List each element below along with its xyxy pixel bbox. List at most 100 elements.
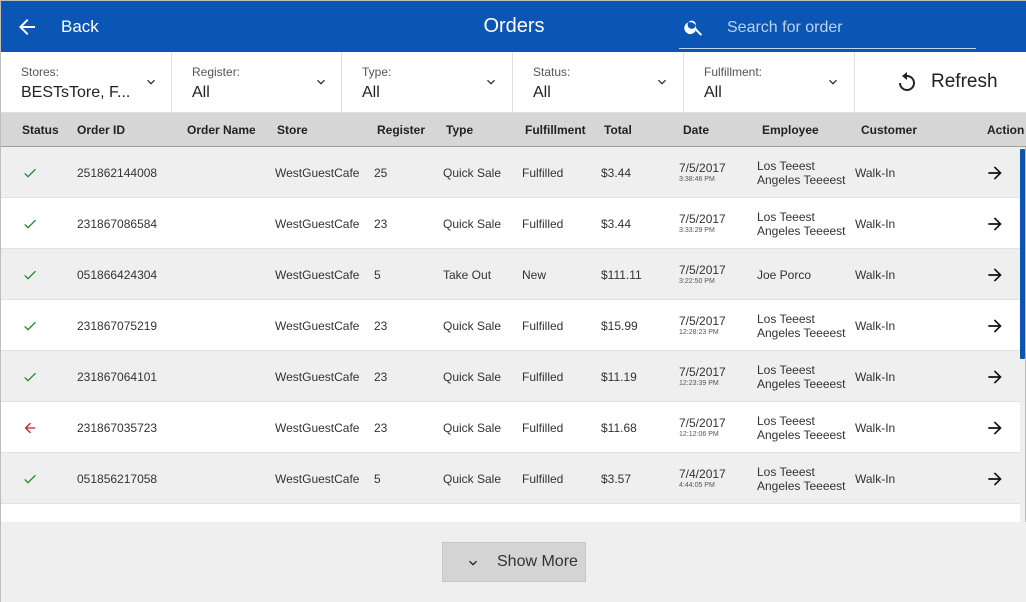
column-header-customer[interactable]: Customer: [861, 123, 918, 137]
table-row[interactable]: 231867035723 WestGuestCafe 23 Quick Sale Ful…: [1, 402, 1021, 453]
arrow-right-icon[interactable]: [985, 418, 1005, 438]
table-row[interactable]: 231867064101 WestGuestCafe 23 Quick Sale Ful…: [1, 351, 1021, 402]
type-filter[interactable]: Type: All: [342, 52, 513, 113]
table-row[interactable]: 231867075219 WestGuestCafe 23 Quick Sale Ful…: [1, 300, 1021, 351]
employee-name-line: Los Teeest: [757, 159, 815, 173]
cell-date: 7/5/2017 12:12:06 PM: [679, 416, 726, 438]
chevron-down-icon: [317, 79, 325, 85]
column-header-action[interactable]: Action: [987, 123, 1025, 137]
cell-store: WestGuestCafe: [275, 370, 360, 384]
cell-fulfillment: Fulfilled: [522, 166, 564, 180]
chevron-down-icon: [658, 79, 666, 85]
search-icon: [684, 20, 703, 36]
cell-order-id: 231867064101: [77, 370, 158, 384]
arrow-right-icon[interactable]: [985, 265, 1005, 285]
table-row[interactable]: 251862144008 WestGuestCafe 25 Quick Sale Ful…: [1, 147, 1021, 198]
cell-total: $111.11: [601, 268, 642, 282]
table-header: Status Order ID Order Name Store Registe…: [1, 113, 1026, 147]
filter-value: All: [192, 84, 210, 101]
cell-fulfillment: Fulfilled: [522, 217, 564, 231]
search-input[interactable]: [727, 15, 967, 41]
cell-store: WestGuestCafe: [275, 166, 360, 180]
cell-total: $3.44: [601, 217, 632, 231]
filter-value: All: [704, 84, 722, 101]
status-filter[interactable]: Status: All: [513, 52, 684, 113]
check-icon: [24, 474, 36, 484]
check-icon: [24, 168, 36, 178]
employee-name-line: Angeles Teeeest: [757, 326, 846, 340]
cell-total: $11.68: [601, 421, 637, 435]
show-more-button[interactable]: Show More: [442, 542, 586, 582]
column-header-total[interactable]: Total: [604, 123, 632, 137]
order-date: 7/5/2017: [679, 314, 726, 328]
column-header-order-id[interactable]: Order ID: [77, 123, 126, 137]
cell-type: Quick Sale: [443, 319, 502, 333]
back-button[interactable]: Back: [15, 11, 99, 43]
employee-name-line: Angeles Teeeest: [757, 377, 846, 391]
cell-employee: Los Teeest Angeles Teeeest: [757, 312, 846, 340]
column-header-employee[interactable]: Employee: [762, 123, 819, 137]
table-row[interactable]: 051866424304 WestGuestCafe 5 Take Out New $11…: [1, 249, 1021, 300]
cell-employee: Los Teeest Angeles Teeeest: [757, 414, 846, 442]
table-row[interactable]: 051856217058 WestGuestCafe 5 Quick Sale Fulf…: [1, 453, 1021, 504]
cell-register: 5: [374, 268, 381, 282]
cell-total: $3.44: [601, 166, 632, 180]
employee-name-line: Los Teeest: [757, 363, 815, 377]
column-header-status[interactable]: Status: [22, 123, 59, 137]
column-header-order-name[interactable]: Order Name: [187, 123, 256, 137]
arrow-left-icon: [19, 19, 35, 35]
cell-fulfillment: Fulfilled: [522, 319, 564, 333]
cell-date: 7/4/2017 4:44:05 PM: [679, 467, 726, 489]
table-row[interactable]: 231867086584 WestGuestCafe 23 Quick Sale Ful…: [1, 198, 1021, 249]
cell-employee: Los Teeest Angeles Teeeest: [757, 159, 846, 187]
table-row[interactable]: Los Teeest: [1, 504, 1021, 522]
cell-fulfillment: Fulfilled: [522, 472, 564, 486]
cell-customer: Walk-In: [855, 268, 896, 282]
cell-date: 7/5/2017 12:23:39 PM: [679, 365, 726, 387]
arrow-right-icon[interactable]: [985, 163, 1005, 183]
cell-register: 25: [374, 166, 388, 180]
column-header-date[interactable]: Date: [683, 123, 710, 137]
fulfillment-filter[interactable]: Fulfillment: All: [684, 52, 855, 113]
cell-type: Take Out: [443, 268, 492, 282]
cell-register: 23: [374, 319, 388, 333]
cell-store: WestGuestCafe: [275, 319, 360, 333]
table-footer: Show More: [1, 522, 1026, 602]
arrow-right-icon[interactable]: [985, 469, 1005, 489]
filter-bar: Stores: BESTsTore, F... Register: All Ty…: [1, 52, 1026, 113]
column-header-type[interactable]: Type: [446, 123, 474, 137]
employee-name-line: Angeles Teeeest: [757, 173, 846, 187]
register-filter[interactable]: Register: All: [172, 52, 342, 113]
cell-date: 7/5/2017 3:38:46 PM: [679, 161, 726, 183]
cell-fulfillment: New: [522, 268, 547, 282]
header-bar: Back Orders: [1, 1, 1026, 52]
column-header-register[interactable]: Register: [377, 123, 426, 137]
arrow-right-icon[interactable]: [985, 214, 1005, 234]
cell-order-id: 231867035723: [77, 421, 158, 435]
check-icon: [24, 372, 36, 382]
filter-value: BESTsTore, F...: [21, 84, 131, 101]
cell-order-id: 051866424304: [77, 268, 158, 282]
cell-customer: Walk-In: [855, 370, 896, 384]
cell-date: 7/5/2017 12:28:23 PM: [679, 314, 726, 336]
column-header-store[interactable]: Store: [277, 123, 308, 137]
cell-customer: Walk-In: [855, 166, 896, 180]
filter-value: All: [362, 84, 380, 101]
search-box: [679, 9, 976, 49]
back-label: Back: [61, 17, 99, 36]
show-more-label: Show More: [497, 553, 578, 570]
scrollbar-thumb[interactable]: [1020, 149, 1025, 359]
stores-filter[interactable]: Stores: BESTsTore, F...: [1, 52, 172, 113]
column-header-fulfillment[interactable]: Fulfillment: [525, 123, 586, 137]
arrow-right-icon[interactable]: [985, 316, 1005, 336]
cell-employee: Joe Porco: [757, 268, 811, 282]
order-time: 12:28:23 PM: [679, 329, 719, 336]
arrow-right-icon[interactable]: [985, 367, 1005, 387]
cell-employee: Los Teeest Angeles Teeeest: [757, 363, 846, 391]
refresh-button[interactable]: Refresh: [855, 52, 1026, 113]
employee-name-line: Los Teeest: [757, 465, 815, 479]
employee-name-line: Angeles Teeeest: [757, 428, 846, 442]
order-date: 7/5/2017: [679, 263, 726, 277]
chevron-down-icon: [829, 79, 837, 85]
